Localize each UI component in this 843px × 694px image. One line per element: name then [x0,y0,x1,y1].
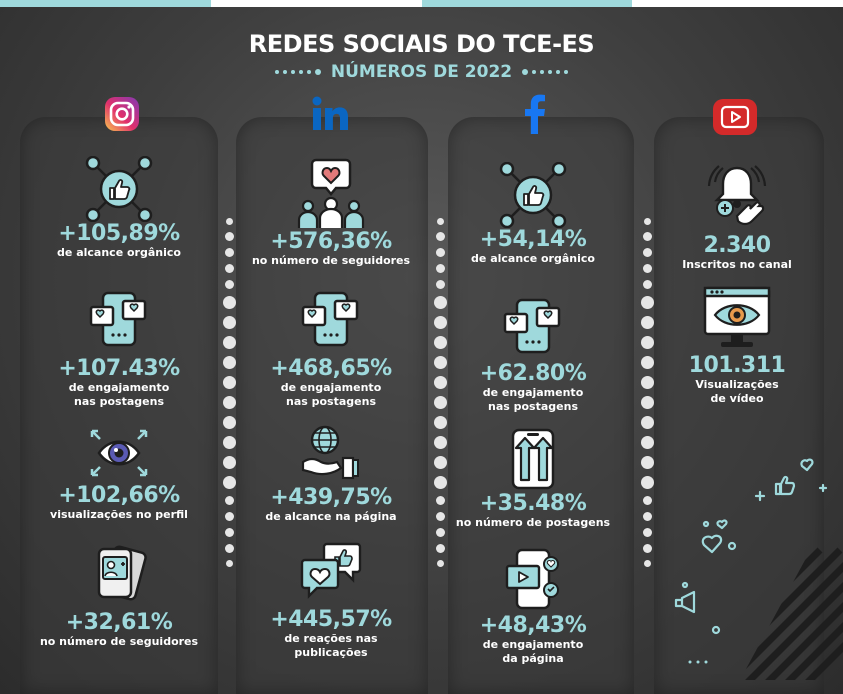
subtitle-row: NÚMEROS DE 2022 [0,62,843,82]
dotted-divider-1 [223,218,236,567]
stat-value: +32,61% [65,610,173,635]
monitor-eye-icon [703,286,771,347]
instagram-stat-engagement: +107.43% de engajamento nas postagens [19,291,219,409]
facebook-stat-page-engagement: +48,43% de engajamento da página [433,548,633,666]
stat-value: +105,89% [58,221,180,246]
stat-value: +54,14% [479,227,587,252]
page-title: REDES SOCIAIS DO TCE-ES [248,30,595,58]
phone-arrows-icon [511,428,555,490]
stat-value: +439,75% [270,485,392,510]
linkedin-stat-followers: +576,36% no número de seguidores [231,156,431,268]
top-color-bar [0,0,843,7]
eye-icon [90,429,148,477]
dotted-divider-3 [641,218,654,567]
stat-label: de vídeo [710,392,764,405]
stat-label: de alcance orgânico [57,246,181,259]
stat-label: visualizações no perfil [50,508,188,521]
stat-label: de engajamento [68,381,170,394]
phone-hearts-icon [89,291,147,347]
dots-left-decoration [274,69,321,75]
instagram-stat-followers: +32,61% no número de seguidores [19,545,219,649]
linkedin-stat-reactions: +445,57% de reações nas publicações [231,540,431,660]
stat-label: de alcance orgânico [471,252,595,265]
stat-label: nas postagens [285,395,376,408]
stat-label: de alcance na página [265,510,397,523]
stat-label: no número de postagens [455,516,611,529]
phone-profile-icon [97,545,147,601]
stat-label: no número de seguidores [39,635,199,648]
page-subtitle: NÚMEROS DE 2022 [330,62,513,82]
thumbs-up-network-icon [499,162,567,228]
phone-hearts-icon [503,298,561,354]
stat-value: +445,57% [270,607,392,632]
stat-value: +35.48% [479,491,587,516]
stat-value: +468,65% [270,356,392,381]
instagram-stat-profile-views: +102,66% visualizações no perfil [19,428,219,522]
linkedin-icon [312,96,348,130]
stat-label: nas postagens [487,400,578,413]
stat-label: publicações [294,646,368,659]
stat-label: nas postagens [73,395,164,408]
youtube-stat-video-views: 101.311 Visualizações de vídeo [637,286,837,406]
stat-label: Inscritos no canal [682,258,792,271]
reaction-bubbles-icon [300,542,362,599]
phone-video-icon [505,548,559,610]
facebook-icon [525,94,545,134]
linkedin-stat-page-reach: +439,75% de alcance na página [231,424,431,524]
stat-value: 101.311 [688,353,786,378]
facebook-stat-engagement: +62.80% de engajamento nas postagens [433,298,633,414]
stat-value: +107.43% [58,356,180,381]
stat-value: +48,43% [479,613,587,638]
subscribe-bell-icon [707,165,767,226]
stat-label: da página [502,652,564,665]
dotted-divider-2 [434,218,447,567]
stat-label: de reações nas [284,632,378,645]
instagram-icon [105,97,139,131]
stat-value: +62.80% [479,361,587,386]
stat-label: no número de seguidores [251,254,411,267]
facebook-stat-posts: +35.48% no número de postagens [433,428,633,530]
linkedin-stat-engagement: +468,65% de engajamento nas postagens [231,291,431,409]
decorative-social-doodles [674,458,843,680]
stat-value: +102,66% [58,483,180,508]
people-heart-icon [297,158,365,228]
stat-value: +576,36% [270,229,392,254]
youtube-icon [713,99,757,135]
phone-hearts-icon [301,291,359,347]
stat-value: 2.340 [703,233,771,258]
thumbs-up-network-icon [85,156,153,222]
stat-label: de engajamento [280,381,382,394]
stat-label: Visualizações [695,378,779,391]
stat-label: de engajamento [482,638,584,651]
instagram-stat-organic-reach: +105,89% de alcance orgânico [19,156,219,260]
youtube-stat-subscribers: 2.340 Inscritos no canal [637,162,837,272]
facebook-stat-organic-reach: +54,14% de alcance orgânico [433,162,633,266]
globe-hand-icon [301,425,359,480]
dots-right-decoration [522,69,569,75]
stat-label: de engajamento [482,386,584,399]
